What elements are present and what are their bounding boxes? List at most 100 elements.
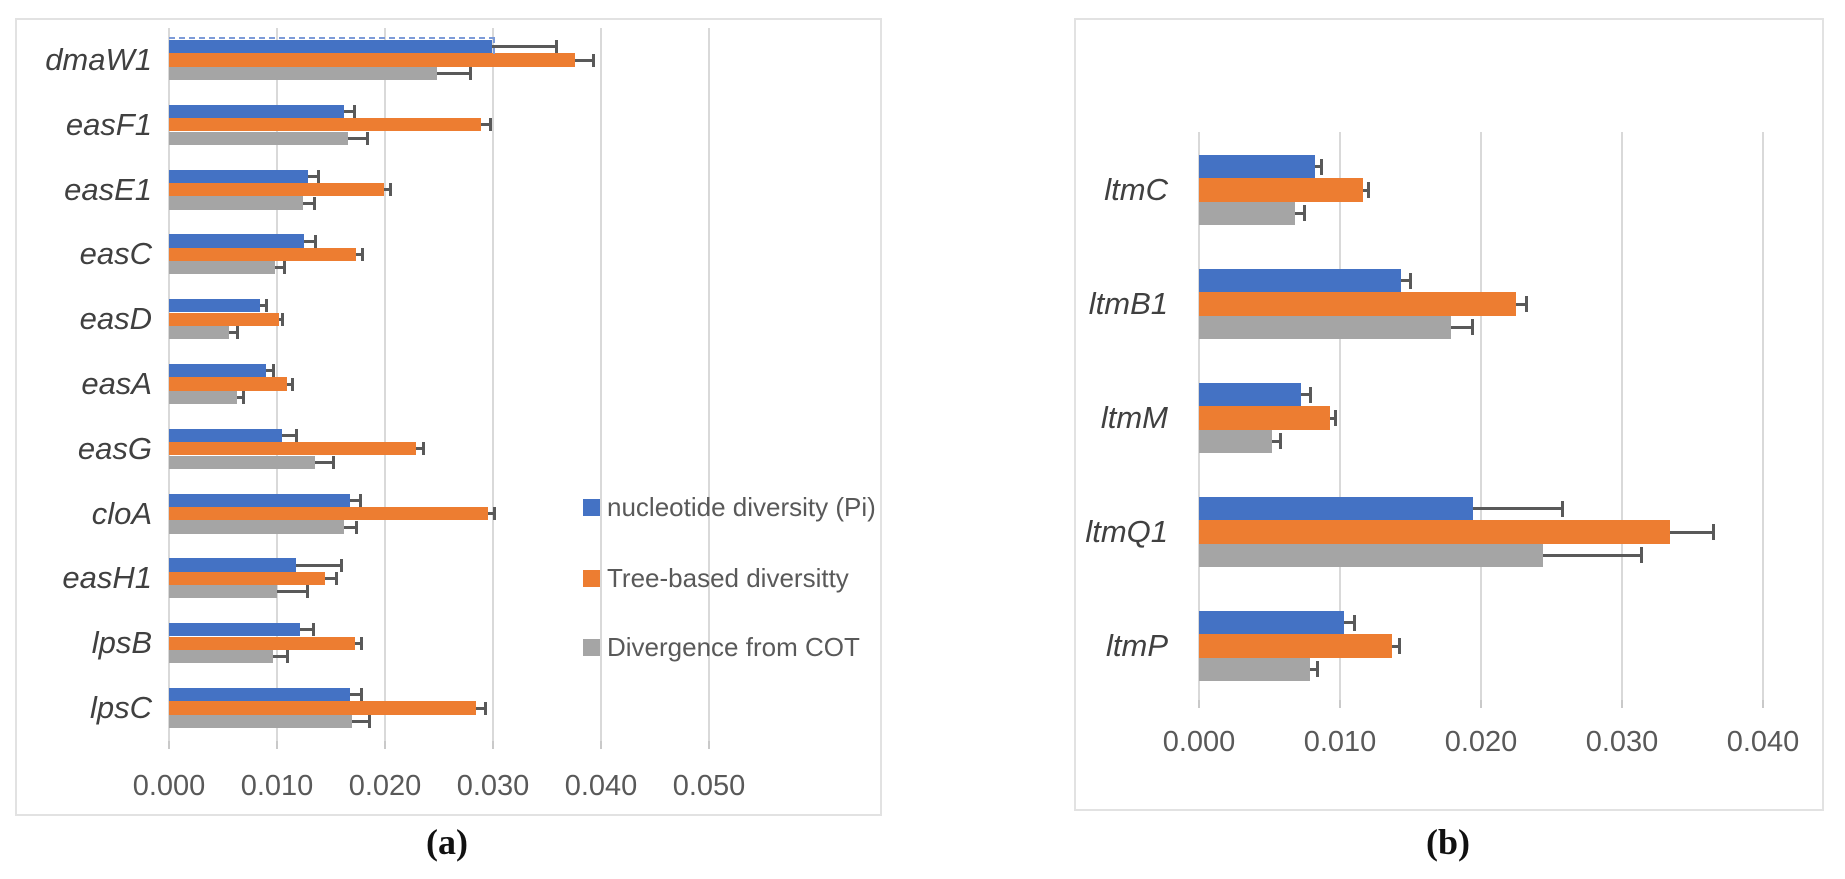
error-bar-cap-lpsB-series2 [286,650,290,664]
bar-ltmB1-series0 [1199,269,1401,293]
error-bar-ltmB1-series1 [1516,302,1527,306]
x-axis-tick-label: 0.040 [564,770,638,802]
error-bar-ltmQ1-series0 [1472,507,1563,511]
error-bar-easE1-series1 [383,188,391,192]
x-axis-tick-label: 0.030 [456,770,530,802]
axis-tick [168,741,170,749]
x-axis-tick-label: 0.020 [348,770,422,802]
category-label-easH1: easH1 [62,560,152,596]
bar-lpsC-series2 [169,714,352,729]
error-bar-cap-ltmC-series2 [1303,205,1307,222]
error-bar-dmaW1-series1 [575,58,594,62]
error-bar-ltmQ1-series2 [1543,553,1642,557]
error-bar-cap-easD-series1 [280,312,284,326]
gridline [1621,132,1623,700]
error-bar-easG-series1 [416,447,424,451]
error-bar-ltmP-series1 [1392,644,1400,648]
category-label-lpsB: lpsB [91,625,152,661]
error-bar-lpsB-series0 [299,628,314,632]
bar-easG-series1 [169,442,417,456]
error-bar-cap-easH1-series2 [305,585,309,599]
error-bar-dmaW1-series2 [436,71,471,75]
error-bar-easD-series0 [259,304,267,308]
bar-easE1-series1 [169,182,384,197]
error-bar-cap-ltmP-series1 [1397,638,1401,654]
error-bar-cap-ltmM-series0 [1308,386,1312,403]
axis-tick [1198,700,1200,708]
x-axis-tick-label: 0.040 [1726,726,1800,758]
error-bar-cap-lpsC-series2 [368,714,372,728]
error-bar-cap-cloA-series0 [358,493,362,507]
error-bar-cap-easG-series2 [331,455,335,469]
error-bar-cap-easE1-series1 [388,183,392,197]
bar-dmaW1-series2 [169,66,437,81]
bar-lpsC-series1 [169,701,476,715]
error-bar-easG-series0 [282,433,297,437]
bar-easD-series2 [169,325,230,340]
error-bar-easD-series2 [229,331,238,335]
category-label-ltmQ1: ltmQ1 [1085,514,1168,549]
bar-dmaW1-series0 [169,39,492,54]
x-axis-tick-label: 0.030 [1585,726,1659,758]
x-axis-tick-label: 0.050 [672,770,746,802]
x-axis-tick-label: 0.020 [1444,726,1518,758]
error-bar-easF1-series2 [348,136,368,140]
bar-cloA-series2 [169,520,344,534]
legend-label: nucleotide diversity (Pi) [607,492,876,522]
error-bar-cap-easA-series2 [242,390,246,404]
error-bar-ltmP-series0 [1344,621,1355,625]
error-bar-easH1-series2 [277,590,308,594]
error-bar-cap-cloA-series2 [355,520,359,534]
axis-tick [600,741,602,749]
gridline [600,28,602,741]
category-label-ltmP: ltmP [1106,628,1168,663]
bar-lpsC-series0 [169,687,351,702]
bar-ltmP-series0 [1199,611,1345,635]
error-bar-cap-dmaW1-series1 [591,53,595,67]
error-bar-cloA-series2 [343,525,357,529]
bar-easE1-series0 [169,169,309,183]
bar-easH1-series1 [169,571,325,586]
selection-outline [169,36,495,55]
error-bar-easH1-series1 [324,576,337,580]
bar-ltmB1-series2 [1199,315,1452,339]
bar-lpsB-series1 [169,636,355,650]
error-bar-cap-ltmQ1-series1 [1712,524,1716,540]
bar-ltmC-series1 [1199,178,1363,202]
error-bar-cap-ltmB1-series0 [1409,272,1412,289]
error-bar-lpsB-series1 [354,641,362,645]
bar-easE1-series2 [169,196,303,210]
category-label-easG: easG [77,430,152,466]
bar-easF1-series2 [169,131,349,145]
bar-easC-series2 [169,261,275,275]
error-bar-ltmM-series1 [1330,416,1336,420]
bar-easG-series0 [169,428,283,443]
bar-dmaW1-series1 [169,53,576,67]
gridline [492,28,494,741]
x-axis-tick-label: 0.010 [1303,726,1377,758]
x-axis-tick-label: 0.000 [132,770,206,802]
axis-tick [1762,700,1764,708]
error-bar-lpsC-series0 [350,693,362,697]
bar-ltmC-series0 [1199,155,1315,179]
bar-cloA-series0 [169,493,351,507]
error-bar-cap-lpsC-series0 [359,688,363,702]
error-bar-easH1-series0 [296,563,342,567]
legend-swatch-gray-icon [583,638,600,656]
error-bar-cap-ltmP-series0 [1352,614,1356,631]
bar-lpsB-series2 [169,649,273,664]
bar-easF1-series1 [169,118,482,132]
legend-swatch-orange-icon [583,569,600,587]
error-bar-cap-easF1-series0 [353,104,357,118]
error-bar-easE1-series0 [308,174,319,178]
category-label-easD: easD [79,301,152,337]
error-bar-ltmC-series1 [1362,188,1369,192]
bar-easD-series1 [169,312,280,326]
category-label-lpsC: lpsC [89,690,152,725]
panel-b-frame [1074,18,1824,811]
category-label-easC: easC [79,236,152,272]
error-bar-cap-ltmQ1-series2 [1640,547,1644,564]
error-bar-easF1-series1 [481,123,491,127]
error-bar-cap-lpsB-series0 [312,623,316,637]
error-bar-cap-ltmP-series2 [1315,661,1319,678]
